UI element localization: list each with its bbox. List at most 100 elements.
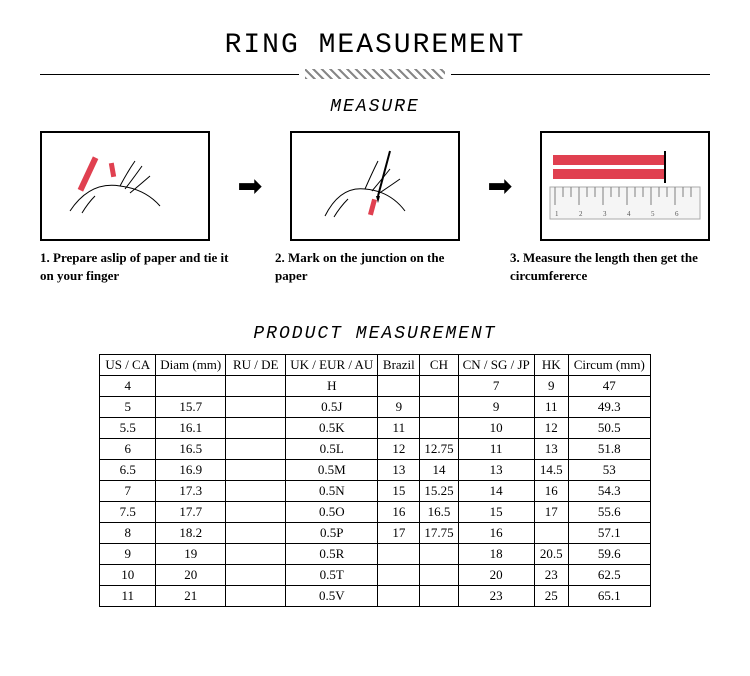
table-cell: 17.3 (156, 481, 226, 502)
measure-heading: MEASURE (40, 97, 710, 117)
table-cell: 9 (378, 397, 420, 418)
table-cell: 21 (156, 586, 226, 607)
table-cell: 13 (534, 439, 568, 460)
table-cell: 23 (534, 565, 568, 586)
step-2-caption: 2. Mark on the junction on the paper (275, 249, 475, 284)
table-cell: 50.5 (568, 418, 650, 439)
table-cell (156, 376, 226, 397)
table-cell: 8 (100, 523, 156, 544)
table-cell: 0.5N (286, 481, 378, 502)
table-cell: 25 (534, 586, 568, 607)
divider (40, 69, 710, 79)
page-title: RING MEASUREMENT (40, 30, 710, 61)
table-cell: 9 (458, 397, 534, 418)
table-cell: 6.5 (100, 460, 156, 481)
step-2-illustration (290, 131, 460, 241)
table-row: 1121 0.5V 232565.1 (100, 586, 651, 607)
table-cell: 17.7 (156, 502, 226, 523)
table-cell (420, 565, 458, 586)
table-cell (226, 397, 286, 418)
step-3-caption: 3. Measure the length then get the circu… (510, 249, 710, 284)
table-cell: 14 (458, 481, 534, 502)
table-cell (420, 418, 458, 439)
table-row: 616.50.5L1212.75111351.8 (100, 439, 651, 460)
table-cell: 18 (458, 544, 534, 565)
table-cell: 9 (100, 544, 156, 565)
table-cell (226, 523, 286, 544)
table-cell: H (286, 376, 378, 397)
table-cell: 0.5V (286, 586, 378, 607)
table-cell (226, 586, 286, 607)
table-cell (534, 523, 568, 544)
arrow-icon: ➡ (237, 169, 262, 204)
table-cell (420, 586, 458, 607)
step-captions: 1. Prepare aslip of paper and tie it on … (40, 249, 710, 284)
table-cell (226, 376, 286, 397)
table-cell: 0.5R (286, 544, 378, 565)
table-cell: 47 (568, 376, 650, 397)
table-cell: 62.5 (568, 565, 650, 586)
size-table: US / CADiam (mm)RU / DEUK / EUR / AUBraz… (99, 354, 651, 607)
table-cell: 11 (378, 418, 420, 439)
table-row: 10200.5T202362.5 (100, 565, 651, 586)
table-cell: 7.5 (100, 502, 156, 523)
table-cell: 16 (378, 502, 420, 523)
table-cell: 12 (378, 439, 420, 460)
table-cell: 23 (458, 586, 534, 607)
table-cell: 7 (100, 481, 156, 502)
table-cell (378, 376, 420, 397)
table-cell: 20.5 (534, 544, 568, 565)
table-cell: 57.1 (568, 523, 650, 544)
table-cell: 12.75 (420, 439, 458, 460)
table-cell: 17.75 (420, 523, 458, 544)
table-cell: 49.3 (568, 397, 650, 418)
table-cell (378, 565, 420, 586)
table-cell: 0.5T (286, 565, 378, 586)
table-header: HK (534, 355, 568, 376)
table-header: Circum (mm) (568, 355, 650, 376)
table-cell: 6 (100, 439, 156, 460)
table-cell (226, 439, 286, 460)
table-cell: 10 (458, 418, 534, 439)
table-header: Brazil (378, 355, 420, 376)
step-1-illustration (40, 131, 210, 241)
table-row: 6.516.90.5M13141314.553 (100, 460, 651, 481)
table-cell (420, 376, 458, 397)
table-cell: 13 (378, 460, 420, 481)
table-cell: 11 (100, 586, 156, 607)
table-cell: 18.2 (156, 523, 226, 544)
table-cell: 12 (534, 418, 568, 439)
table-header: CN / SG / JP (458, 355, 534, 376)
table-cell: 10 (100, 565, 156, 586)
table-header: CH (420, 355, 458, 376)
table-row: 515.70.5J991149.3 (100, 397, 651, 418)
table-cell (420, 544, 458, 565)
table-header: UK / EUR / AU (286, 355, 378, 376)
table-cell (226, 544, 286, 565)
table-cell: 20 (156, 565, 226, 586)
table-cell: 4 (100, 376, 156, 397)
table-cell (378, 544, 420, 565)
svg-text:4: 4 (627, 210, 631, 218)
table-row: 717.30.5N1515.25141654.3 (100, 481, 651, 502)
table-cell (226, 418, 286, 439)
steps-row: ➡ ➡ (40, 131, 710, 241)
table-cell: 16.5 (156, 439, 226, 460)
table-cell: 14 (420, 460, 458, 481)
table-cell (378, 586, 420, 607)
svg-text:6: 6 (675, 210, 679, 218)
table-row: 818.20.5P1717.751657.1 (100, 523, 651, 544)
table-cell (226, 565, 286, 586)
table-cell: 5.5 (100, 418, 156, 439)
table-row: 7.517.70.5O1616.5151755.6 (100, 502, 651, 523)
table-cell: 9 (534, 376, 568, 397)
table-cell: 53 (568, 460, 650, 481)
table-cell: 15 (458, 502, 534, 523)
table-cell (226, 481, 286, 502)
table-header: Diam (mm) (156, 355, 226, 376)
table-cell: 17 (378, 523, 420, 544)
product-measurement-heading: PRODUCT MEASUREMENT (40, 324, 710, 344)
table-cell: 65.1 (568, 586, 650, 607)
table-cell: 16.9 (156, 460, 226, 481)
table-header: US / CA (100, 355, 156, 376)
